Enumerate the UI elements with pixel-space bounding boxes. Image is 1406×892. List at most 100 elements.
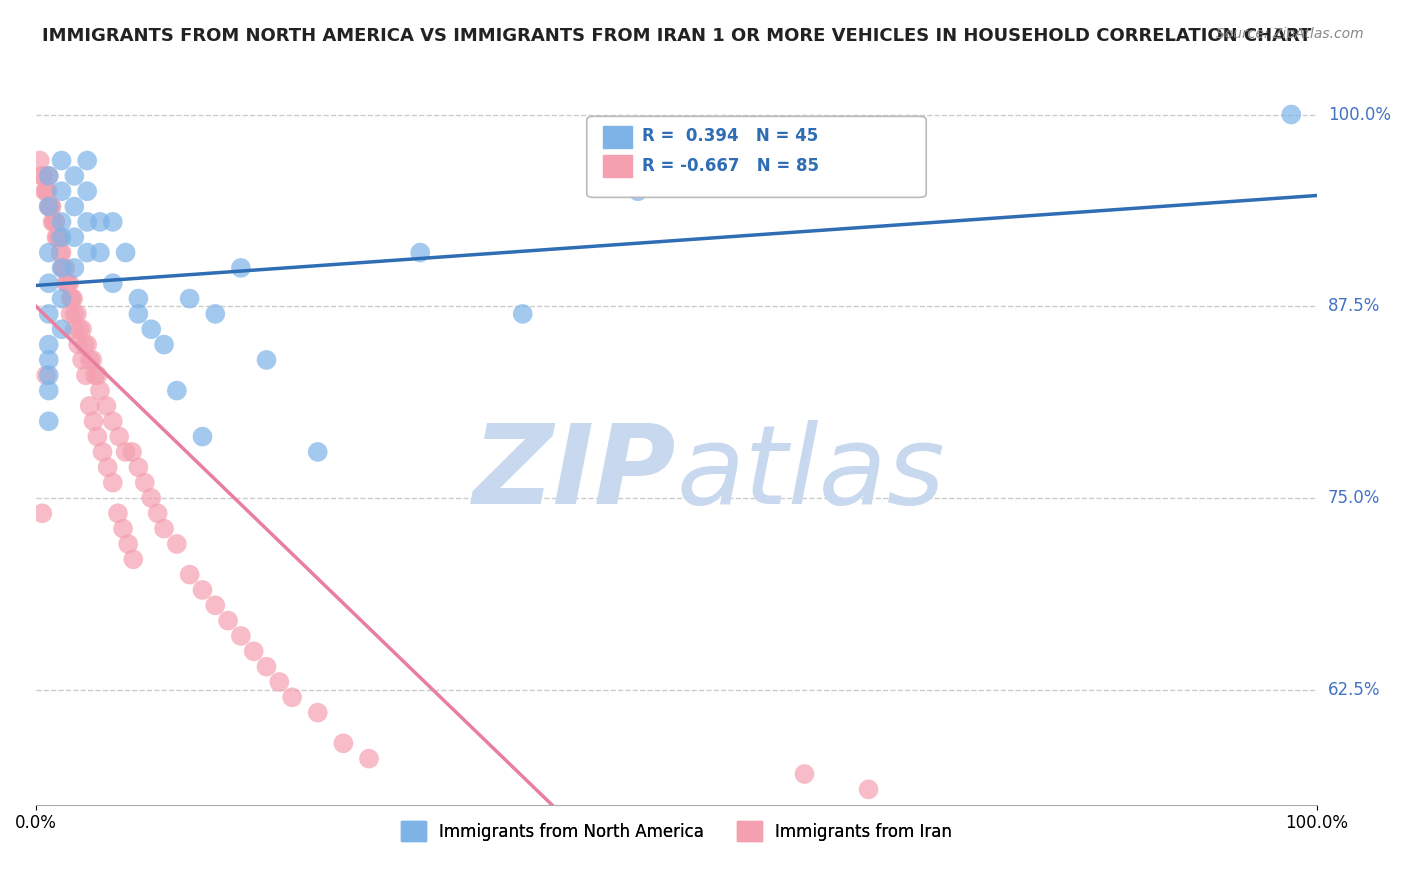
Point	[38, 200, 60, 214]
Point	[229, 260, 252, 275]
Point	[76, 184, 98, 198]
Point	[307, 706, 329, 720]
Point	[62, 292, 84, 306]
Point	[51, 184, 73, 198]
Point	[38, 245, 60, 260]
Point	[793, 767, 815, 781]
Point	[63, 169, 86, 183]
Point	[97, 460, 120, 475]
Point	[51, 260, 73, 275]
Point	[76, 337, 98, 351]
Point	[34, 184, 56, 198]
Point	[127, 307, 149, 321]
Point	[86, 368, 108, 383]
Point	[204, 599, 226, 613]
Point	[242, 644, 264, 658]
Point	[117, 537, 139, 551]
Point	[53, 260, 76, 275]
Point	[48, 230, 70, 244]
Point	[51, 215, 73, 229]
Point	[63, 230, 86, 244]
Point	[79, 352, 101, 367]
Point	[51, 230, 73, 244]
Point	[63, 200, 86, 214]
Point	[191, 429, 214, 443]
Bar	[603, 155, 631, 178]
Point	[217, 614, 239, 628]
Point	[281, 690, 304, 705]
Point	[38, 169, 60, 183]
Point	[191, 582, 214, 597]
Point	[307, 445, 329, 459]
Point	[70, 352, 93, 367]
Point	[101, 215, 124, 229]
Point	[256, 352, 278, 367]
Point	[83, 368, 105, 383]
Point	[56, 277, 79, 291]
Point	[66, 307, 89, 321]
Text: 87.5%: 87.5%	[1329, 297, 1381, 315]
Point	[45, 230, 67, 244]
Point	[51, 153, 73, 168]
Point	[60, 292, 83, 306]
Point	[91, 445, 114, 459]
Point	[858, 782, 880, 797]
Point	[357, 752, 380, 766]
Point	[73, 337, 96, 351]
Point	[179, 292, 201, 306]
Point	[153, 522, 176, 536]
Point	[127, 292, 149, 306]
Point	[121, 445, 143, 459]
Point	[1279, 107, 1302, 121]
Point	[101, 277, 124, 291]
Point	[35, 368, 58, 383]
Point	[39, 200, 62, 214]
Point	[114, 245, 136, 260]
Point	[89, 245, 111, 260]
Point	[153, 337, 176, 351]
Point	[38, 337, 60, 351]
Point	[49, 245, 72, 260]
Point	[512, 307, 534, 321]
Text: 100.0%: 100.0%	[1329, 105, 1391, 123]
Point	[627, 184, 650, 198]
Text: R = -0.667   N = 85: R = -0.667 N = 85	[641, 157, 818, 175]
Point	[55, 277, 77, 291]
Point	[409, 245, 432, 260]
Point	[114, 445, 136, 459]
Point	[96, 399, 118, 413]
Point	[179, 567, 201, 582]
Point	[63, 260, 86, 275]
Point	[256, 659, 278, 673]
Point	[70, 322, 93, 336]
Point	[46, 230, 69, 244]
Point	[229, 629, 252, 643]
Point	[108, 429, 131, 443]
Point	[332, 736, 354, 750]
Text: 62.5%: 62.5%	[1329, 681, 1381, 698]
Point	[51, 245, 73, 260]
Text: R =  0.394   N = 45: R = 0.394 N = 45	[641, 128, 818, 145]
Point	[204, 307, 226, 321]
Point	[51, 292, 73, 306]
Point	[31, 506, 53, 520]
Text: atlas: atlas	[676, 420, 945, 527]
Point	[101, 414, 124, 428]
Point	[38, 414, 60, 428]
Text: Source: ZipAtlas.com: Source: ZipAtlas.com	[1216, 27, 1364, 41]
Point	[38, 384, 60, 398]
Point	[52, 260, 75, 275]
Point	[76, 245, 98, 260]
Point	[134, 475, 156, 490]
Point	[82, 352, 104, 367]
Point	[28, 153, 51, 168]
Point	[44, 215, 66, 229]
Point	[44, 215, 66, 229]
Point	[76, 215, 98, 229]
Point	[69, 322, 91, 336]
Point	[41, 215, 63, 229]
Point	[38, 277, 60, 291]
Text: IMMIGRANTS FROM NORTH AMERICA VS IMMIGRANTS FROM IRAN 1 OR MORE VEHICLES IN HOUS: IMMIGRANTS FROM NORTH AMERICA VS IMMIGRA…	[42, 27, 1312, 45]
Point	[122, 552, 145, 566]
Text: ZIP: ZIP	[472, 420, 676, 527]
